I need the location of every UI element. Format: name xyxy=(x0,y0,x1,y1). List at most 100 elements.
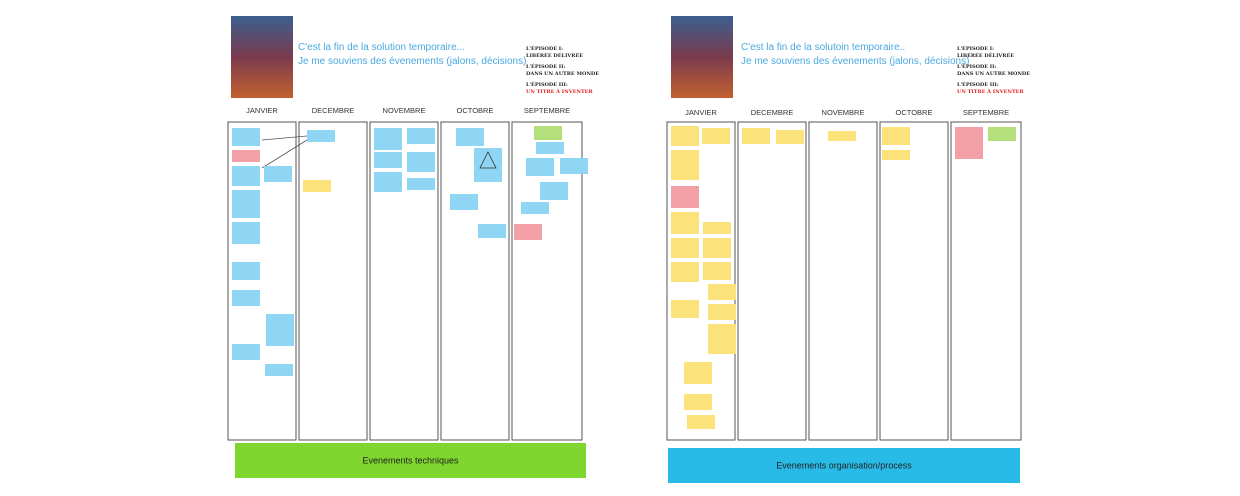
footer-label: Evenements techniques xyxy=(362,455,459,465)
sticky-note xyxy=(828,131,856,141)
column-header: NOVEMBRE xyxy=(822,108,865,117)
episode-label: L'ÉPISODE I: xyxy=(526,44,563,52)
column-header: JANVIER xyxy=(685,108,717,117)
sticky-note xyxy=(456,128,484,146)
sticky-note xyxy=(540,182,568,200)
column-header: OCTOBRE xyxy=(457,106,494,115)
sticky-note xyxy=(232,190,260,218)
episode-title: LIBÉRÉE DÉLIVRÉE xyxy=(526,51,583,59)
column-header: DECEMBRE xyxy=(312,106,355,115)
sticky-note xyxy=(708,324,736,354)
sticky-note xyxy=(303,180,331,192)
sticky-note xyxy=(955,127,983,159)
footer-label: Evenements organisation/process xyxy=(776,460,912,470)
episode-title: DANS UN AUTRE MONDE xyxy=(957,71,1030,77)
sticky-note xyxy=(742,128,770,144)
column xyxy=(666,121,736,441)
sticky-note xyxy=(232,150,260,162)
movie-poster xyxy=(671,16,733,98)
sticky-note xyxy=(450,194,478,210)
sticky-note xyxy=(671,150,699,180)
column xyxy=(737,121,807,441)
sticky-note xyxy=(703,238,731,258)
sticky-note xyxy=(407,128,435,144)
sticky-note xyxy=(684,362,712,384)
connector xyxy=(261,139,308,169)
footer-band xyxy=(668,448,1020,483)
column-header: JANVIER xyxy=(246,106,278,115)
column xyxy=(879,121,949,441)
sticky-note xyxy=(708,284,736,300)
sticky-note xyxy=(536,142,564,154)
sticky-note xyxy=(882,127,910,145)
sticky-note xyxy=(526,158,554,176)
sticky-note xyxy=(671,186,699,208)
column xyxy=(950,121,1022,441)
sticky-note xyxy=(374,152,402,168)
column-header: NOVEMBRE xyxy=(383,106,426,115)
column-header: DECEMBRE xyxy=(751,108,794,117)
intro-line: Je me souviens des évenements (jalons, d… xyxy=(298,56,526,67)
sticky-note xyxy=(882,150,910,160)
sticky-note xyxy=(232,128,260,146)
intro-line: C'est la fin de la solution temporaire..… xyxy=(298,42,465,53)
sticky-note xyxy=(374,128,402,150)
episode-label: L'ÉPISODE II: xyxy=(526,62,565,70)
column xyxy=(511,121,583,441)
warning-icon xyxy=(479,151,497,169)
sticky-note xyxy=(521,202,549,214)
episode-label: L'ÉPISODE I: xyxy=(957,44,994,52)
episode-label: L'ÉPISODE II: xyxy=(957,62,996,70)
sticky-note xyxy=(671,238,699,258)
sticky-note xyxy=(232,290,260,306)
connector xyxy=(261,135,308,141)
sticky-note xyxy=(988,127,1016,141)
column-header: OCTOBRE xyxy=(896,108,933,117)
sticky-note xyxy=(708,304,736,320)
sticky-note xyxy=(307,130,335,142)
column xyxy=(227,121,297,441)
sticky-note xyxy=(474,148,502,182)
sticky-note xyxy=(264,166,292,182)
sticky-note xyxy=(703,222,731,234)
column xyxy=(808,121,878,441)
episode-label: L'ÉPISODE III: xyxy=(526,80,568,88)
sticky-note xyxy=(232,262,260,280)
column-header: SEPTEMBRE xyxy=(963,108,1009,117)
sticky-note xyxy=(560,158,588,174)
sticky-note xyxy=(671,262,699,282)
sticky-note xyxy=(514,224,542,240)
sticky-note xyxy=(232,166,260,186)
episode-title: DANS UN AUTRE MONDE xyxy=(526,71,599,77)
episode-title: UN TITRE À INVENTER xyxy=(526,88,593,95)
episode-title: UN TITRE À INVENTER xyxy=(957,88,1024,95)
sticky-note xyxy=(671,300,699,318)
column xyxy=(440,121,510,441)
sticky-note xyxy=(266,314,294,346)
sticky-note xyxy=(687,415,715,429)
movie-poster xyxy=(231,16,293,98)
sticky-note xyxy=(776,130,804,144)
sticky-note xyxy=(671,126,699,146)
intro-line: Je me souviens des évenements (jalons, d… xyxy=(741,56,969,67)
sticky-note xyxy=(478,224,506,238)
sticky-note xyxy=(534,126,562,140)
sticky-note xyxy=(407,152,435,172)
episode-label: L'ÉPISODE III: xyxy=(957,80,999,88)
column-header: SEPTEMBRE xyxy=(524,106,570,115)
sticky-note xyxy=(671,212,699,234)
sticky-note xyxy=(374,172,402,192)
sticky-note xyxy=(684,394,712,410)
sticky-note xyxy=(265,364,293,376)
sticky-note xyxy=(232,344,260,360)
sticky-note xyxy=(407,178,435,190)
column xyxy=(298,121,368,441)
sticky-note xyxy=(232,222,260,244)
sticky-note xyxy=(702,128,730,144)
intro-line: C'est la fin de la solutoin temporaire.. xyxy=(741,42,905,53)
episode-title: LIBÉRÉE DÉLIVRÉE xyxy=(957,51,1014,59)
footer-band xyxy=(235,443,586,478)
sticky-note xyxy=(703,262,731,280)
column xyxy=(369,121,439,441)
